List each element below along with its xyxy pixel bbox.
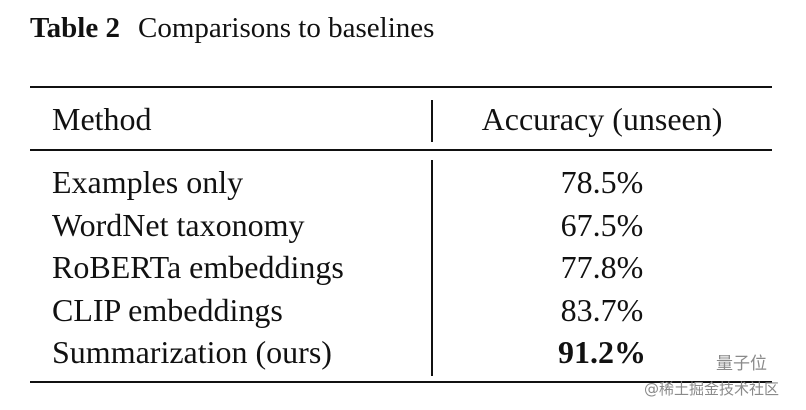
method-cell: Examples only: [52, 164, 244, 200]
caption: Table 2 Comparisons to baselines: [30, 12, 434, 45]
accuracy-cell: 91.2%: [558, 334, 646, 370]
caption-label: Table 2: [30, 12, 120, 44]
method-cell: CLIP embeddings: [52, 291, 283, 328]
column-separator: [431, 160, 433, 376]
method-cell: WordNet taxonomy: [52, 206, 305, 243]
header-cell: Method: [52, 101, 152, 137]
accuracy-cell: 83.7%: [560, 291, 644, 328]
method-cell: Summarization (ours): [52, 334, 332, 370]
mid-rule: [30, 149, 772, 151]
accuracy-cell: 78.5%: [560, 164, 644, 200]
watermark: @稀土掘金技术社区: [644, 380, 780, 398]
watermark: 量子位: [716, 354, 767, 374]
bottom-rule: [30, 381, 772, 383]
column-separator: [431, 100, 433, 142]
caption-title: Comparisons to baselines: [138, 12, 435, 44]
method-cell: RoBERTa embeddings: [52, 249, 344, 285]
header-cell: Accuracy (unseen): [481, 101, 723, 137]
accuracy-cell: 77.8%: [560, 249, 644, 285]
top-rule: [30, 86, 772, 88]
accuracy-cell: 67.5%: [560, 206, 644, 243]
